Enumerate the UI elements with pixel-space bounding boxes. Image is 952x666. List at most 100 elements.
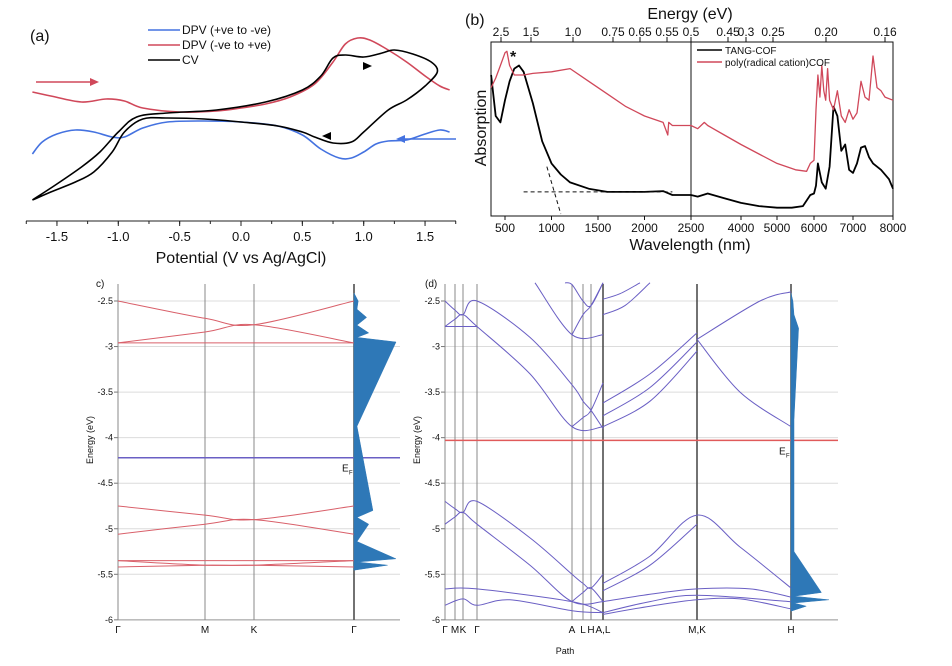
panel-a-legend-label: CV [182, 53, 199, 67]
panel-a-tick-label: 0.5 [293, 229, 311, 244]
y-tick-label: -3 [432, 342, 440, 352]
panel-a-tick-label: 1.0 [355, 229, 373, 244]
band-line-12 [696, 338, 792, 428]
band-line-22 [602, 594, 792, 614]
panel-a-arrows [36, 62, 456, 143]
fermi-level-label: E [779, 446, 786, 457]
kpoint-label: Γ [115, 625, 121, 636]
band-line-5 [571, 282, 604, 335]
kpoint-label: M [451, 625, 459, 636]
band-line-20 [602, 523, 698, 592]
band-line-21 [602, 587, 792, 603]
panel-b-absorption: (b) Energy (eV) 500 1000 1500 2000 2500 4000 5… [465, 6, 907, 254]
panel-a-xlabel: Potential (V vs Ag/AgCl) [156, 250, 327, 267]
band-line-1 [117, 323, 355, 344]
kpoint-label: A [569, 625, 576, 636]
y-tick-label: -4 [105, 433, 113, 443]
band-line-0 [444, 299, 604, 429]
kpoint-label: Γ [442, 625, 448, 636]
y-tick-label: -2.5 [97, 296, 113, 306]
panel-a-series [31, 36, 450, 201]
kpoint-label: M [201, 625, 209, 636]
kpoint-label: K [460, 625, 467, 636]
panel-a-label: (a) [30, 28, 50, 45]
fermi-level-label: E [342, 464, 349, 475]
y-tick-label: -4.5 [424, 478, 440, 488]
panel-b-frame [490, 41, 894, 217]
y-tick-label: -6 [432, 615, 440, 625]
band-line-1 [444, 313, 604, 432]
panel-b-legend-label: poly(radical cation)COF [725, 58, 830, 69]
panel-d-grid: -2.5-3-3.5-4-4.5-5-5.5-6Γ M K Γ A L H A,L M,K HE F [424, 284, 838, 636]
dos-fill [353, 292, 397, 571]
y-tick-label: -2.5 [424, 296, 440, 306]
band-line-4 [117, 518, 355, 535]
panel-a-legend-label: DPV (+ve to -ve) [182, 23, 271, 37]
band-line-10 [602, 341, 698, 417]
panel-a-cv-forward-arrow-icon [363, 62, 372, 70]
panel-a-x-ticks: -1.5 -1.0 -0.5 0.0 0.5 1.0 1.5 [25, 221, 457, 244]
panel-b-ylabel: Absorption [473, 90, 490, 167]
kpoint-label: H [587, 625, 594, 636]
panel-b-series-line-1 [490, 50, 894, 172]
panel-b-bottom-tick-label: 1500 [585, 221, 612, 235]
panel-b-top-tick-label: 0.16 [873, 25, 897, 39]
panel-b-bottom-tick-label: 6000 [801, 221, 828, 235]
panel-b-bottom-tick-label: 2000 [631, 221, 658, 235]
panel-b-bottom-tick-label: 1000 [538, 221, 565, 235]
band-line-3 [534, 282, 604, 340]
kpoint-label: K [251, 625, 258, 636]
panel-c-dos [353, 292, 397, 571]
panel-a-forward-arrow-icon [90, 78, 99, 86]
band-line-13 [696, 291, 792, 340]
panel-b-top-tick-label: 0.25 [761, 25, 785, 39]
y-tick-label: -4 [432, 433, 440, 443]
band-line-14 [444, 500, 604, 589]
band-line-8 [602, 282, 651, 316]
y-tick-label: -6 [105, 615, 113, 625]
y-tick-label: -4.5 [97, 478, 113, 488]
band-line-23 [602, 597, 792, 615]
panel-b-ticks: 500 1000 1500 2000 2500 4000 5000 6000 7000 8000 2… [493, 25, 907, 235]
panel-c-bands [117, 300, 355, 568]
panel-a-tick-label: 1.5 [416, 229, 434, 244]
dos-fill [790, 292, 830, 612]
panel-a-reverse-arrow-icon [396, 135, 405, 143]
y-tick-label: -5.5 [424, 569, 440, 579]
panel-a-cv-dpv: (a) -1.5 -1.0 -0.5 0.0 0.5 1.0 1.5 Potential (… [25, 23, 457, 267]
band-line-17 [444, 598, 604, 614]
panel-b-top-tick-label: 0.5 [683, 25, 700, 39]
band-line-19 [602, 514, 792, 589]
band-line-3 [117, 505, 355, 521]
panel-b-bottom-tick-label: 7000 [840, 221, 867, 235]
panel-d-dos [790, 292, 830, 612]
panel-b-bottom-tick-label: 4000 [728, 221, 755, 235]
panel-b-top-tick-label: 0.20 [814, 25, 838, 39]
panel-a-tick-label: -1.0 [107, 229, 129, 244]
panel-b-bottom-tick-label: 5000 [764, 221, 791, 235]
panel-d-ylabel: Energy (eV) [412, 416, 422, 464]
kpoint-label: L [580, 625, 586, 636]
panel-b-top-tick-label: 0.55 [655, 25, 679, 39]
y-tick-label: -5 [105, 524, 113, 534]
panel-b-top-axis-title: Energy (eV) [647, 6, 732, 23]
band-line-15 [444, 511, 604, 605]
panel-b-legend-label: TANG-COF [725, 46, 776, 57]
y-tick-label: -3 [105, 342, 113, 352]
band-line-16 [444, 587, 604, 614]
panel-b-top-tick-label: 0.3 [738, 25, 755, 39]
panel-b-label: (b) [465, 12, 485, 29]
panel-c-label: c) [96, 279, 104, 290]
panel-b-star-annotation: * [510, 49, 517, 66]
panel-d-xlabel: Path [556, 646, 575, 656]
band-line-11 [602, 350, 698, 428]
kpoint-label: M,K [688, 625, 706, 636]
band-line-7 [117, 560, 355, 568]
y-tick-label: -3.5 [424, 387, 440, 397]
y-tick-label: -5.5 [97, 569, 113, 579]
band-line-0 [117, 300, 355, 326]
panel-d-label: (d) [425, 279, 437, 290]
panel-b-top-tick-label: 1.0 [565, 25, 582, 39]
